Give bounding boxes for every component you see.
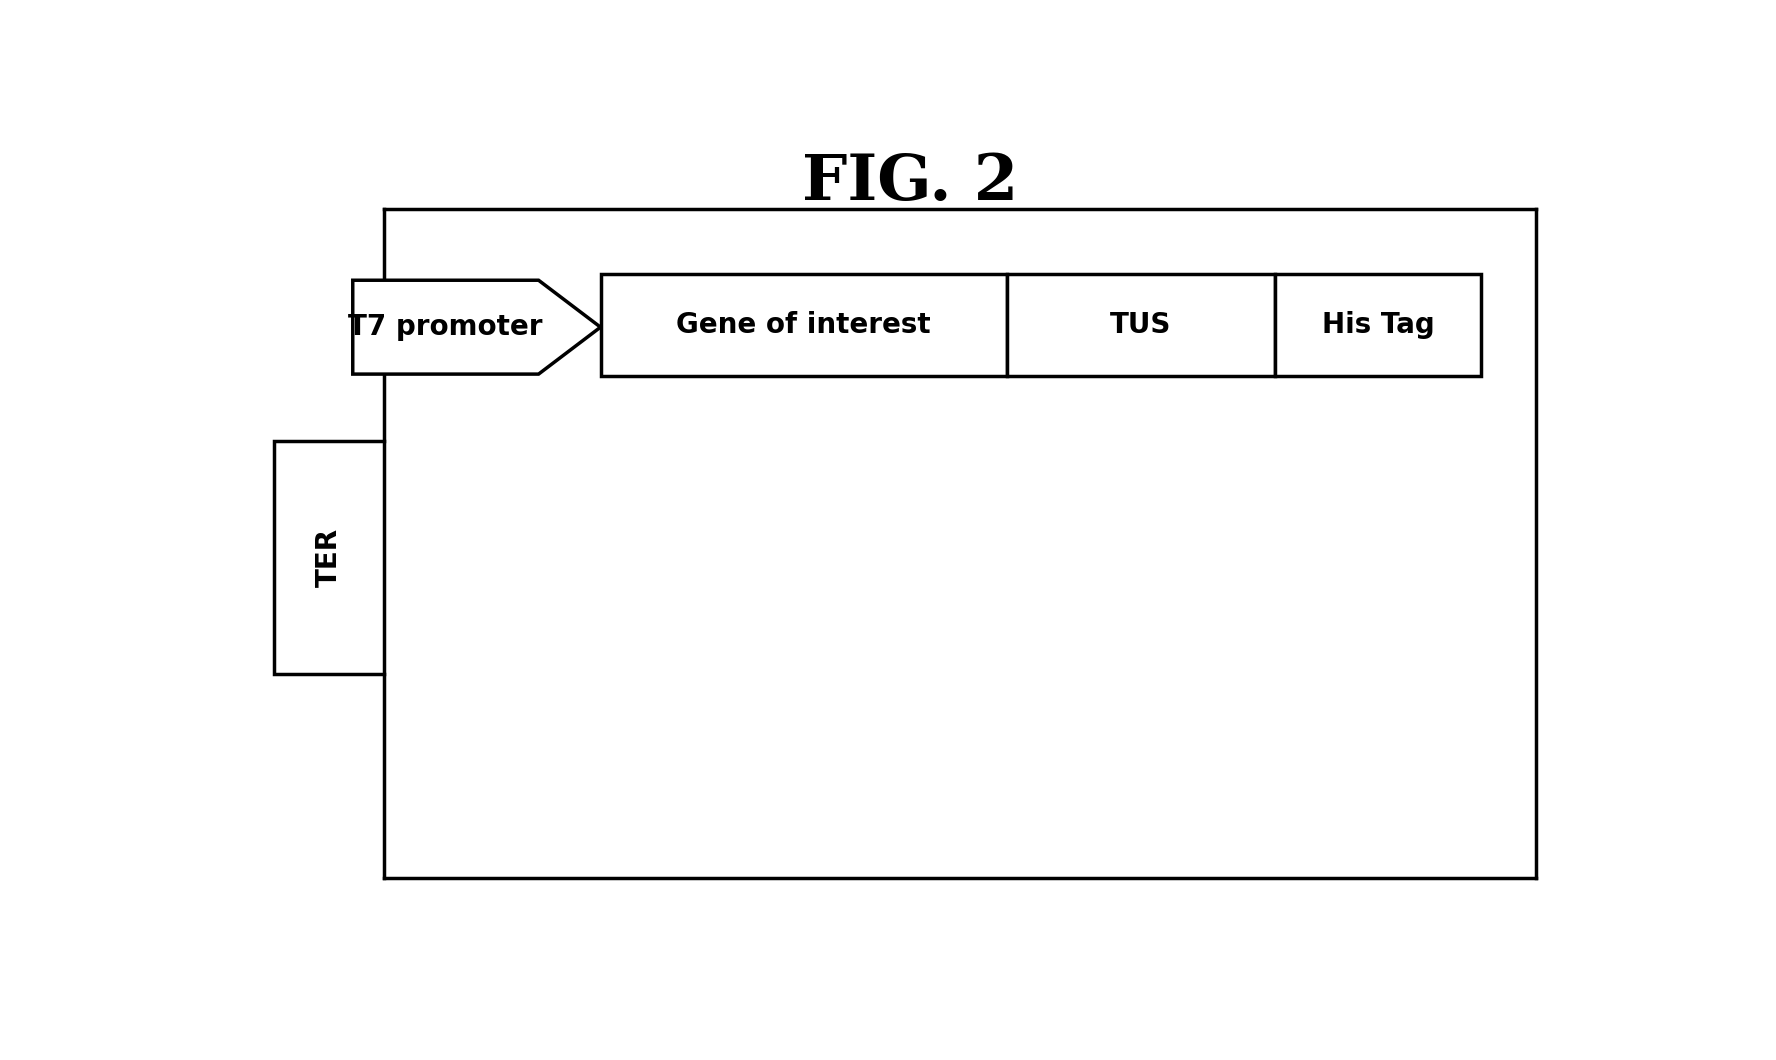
Polygon shape: [353, 280, 600, 374]
Text: TER: TER: [316, 528, 343, 587]
Bar: [600, 275, 1007, 376]
Text: FIG. 2: FIG. 2: [803, 152, 1018, 213]
Text: T7 promoter: T7 promoter: [348, 313, 543, 341]
Bar: [274, 441, 384, 674]
Text: His Tag: His Tag: [1321, 312, 1435, 339]
Text: Gene of interest: Gene of interest: [677, 312, 931, 339]
Bar: [1007, 275, 1275, 376]
Text: TUS: TUS: [1110, 312, 1172, 339]
Bar: [1275, 275, 1481, 376]
